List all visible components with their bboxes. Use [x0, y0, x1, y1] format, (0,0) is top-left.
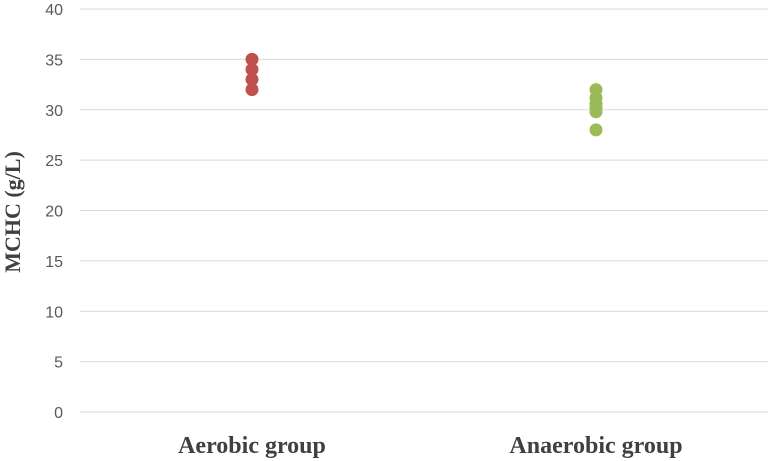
data-point	[245, 62, 259, 76]
y-axis-title: MCHC (g/L)	[0, 151, 25, 273]
y-tick-label: 5	[54, 355, 63, 372]
category-label: Anaerobic group	[509, 433, 682, 459]
y-tick-label: 30	[45, 103, 63, 120]
y-tick-label: 15	[45, 254, 63, 271]
y-tick-label: 25	[45, 153, 63, 170]
y-tick-label: 10	[45, 304, 63, 321]
category-label: Aerobic group	[178, 433, 326, 459]
data-points	[245, 52, 603, 137]
y-tick-label: 20	[45, 204, 63, 221]
data-point	[245, 73, 259, 87]
y-tick-label: 40	[45, 2, 63, 19]
data-point	[589, 123, 603, 137]
data-point	[245, 52, 259, 66]
data-point	[245, 83, 259, 97]
y-tick-label: 35	[45, 52, 63, 69]
y-tick-label: 0	[54, 405, 63, 422]
gridlines	[80, 8, 768, 413]
data-point	[589, 105, 603, 119]
y-tick-labels: 0 5 10 15 20 25 30 35 40	[45, 2, 63, 422]
category-labels: Aerobic group Anaerobic group	[178, 433, 682, 459]
